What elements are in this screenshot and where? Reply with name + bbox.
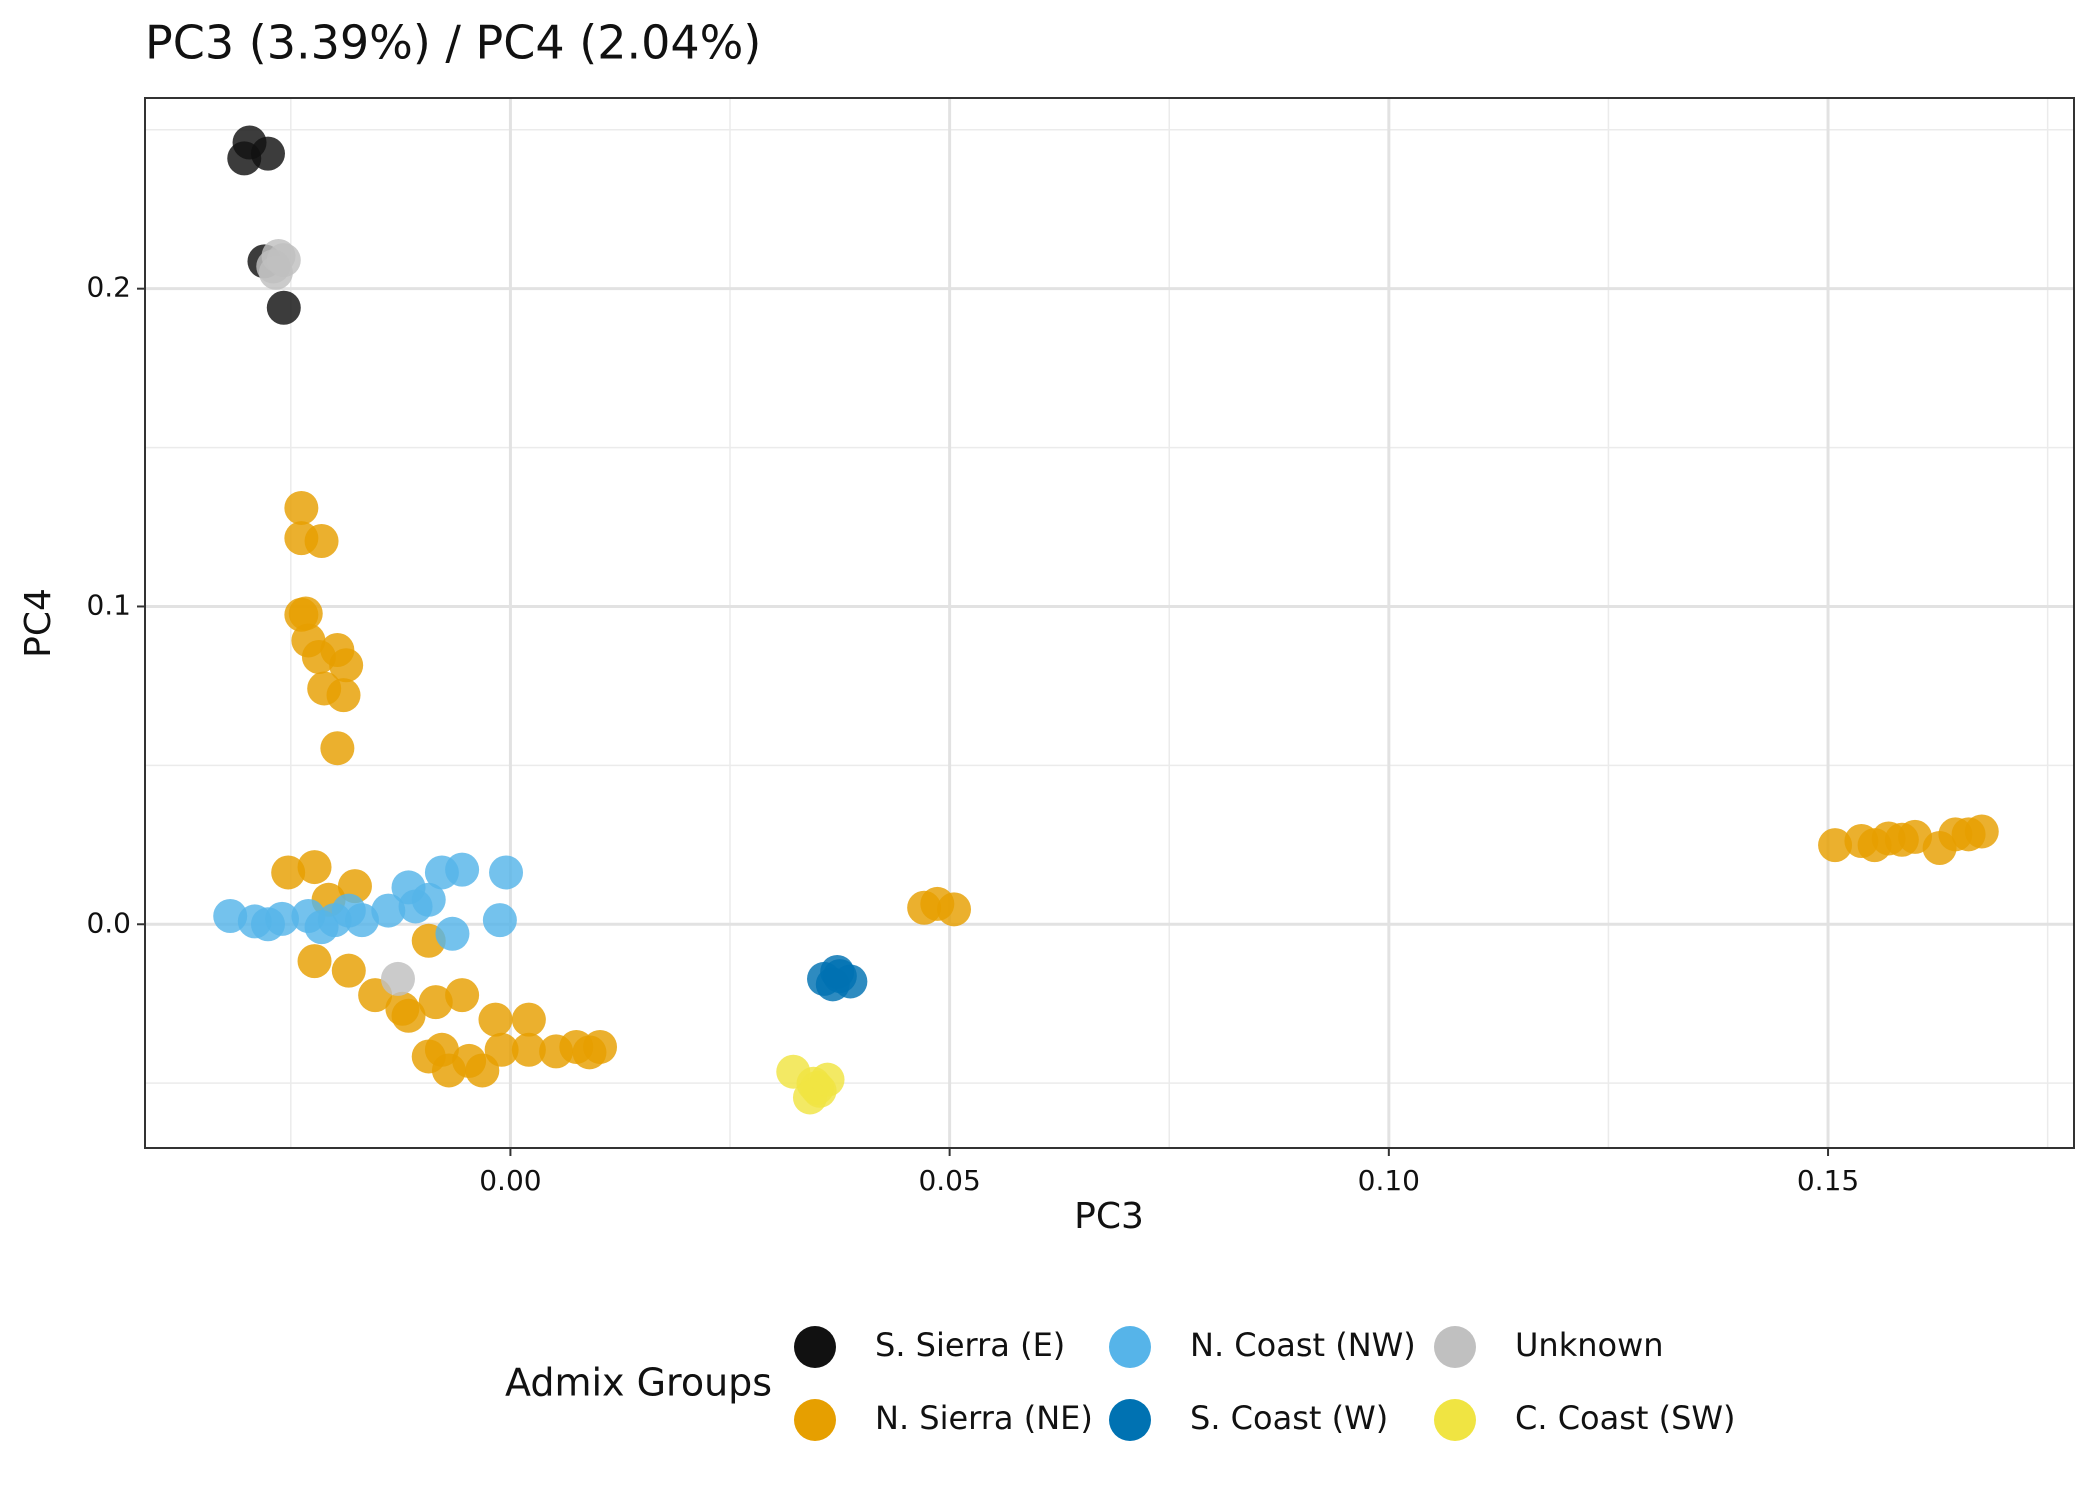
point <box>489 855 524 890</box>
point <box>271 855 306 890</box>
y-tick-label: 0.2 <box>86 271 131 304</box>
point <box>284 490 319 525</box>
point <box>288 596 323 631</box>
point <box>266 290 301 325</box>
point <box>250 907 285 942</box>
point <box>391 998 426 1033</box>
point <box>511 1032 546 1067</box>
point <box>465 1053 500 1088</box>
x-tick-label: 0.15 <box>1797 1164 1859 1197</box>
point <box>418 985 453 1020</box>
point <box>250 136 285 171</box>
legend-label: N. Sierra (NE) <box>875 1399 1093 1437</box>
point <box>799 1070 834 1105</box>
point <box>937 892 972 927</box>
point <box>435 916 470 951</box>
legend-label: N. Coast (NW) <box>1190 1326 1416 1364</box>
point <box>411 1039 446 1074</box>
legend-label: C. Coast (SW) <box>1515 1399 1736 1437</box>
point <box>822 959 857 994</box>
point <box>511 1002 546 1037</box>
point <box>331 953 366 988</box>
point <box>398 889 433 924</box>
point <box>371 893 406 928</box>
y-tick-label: 0.1 <box>86 588 131 621</box>
legend-label: Unknown <box>1515 1326 1664 1364</box>
point <box>478 1002 513 1037</box>
legend-marker <box>794 1399 836 1441</box>
point <box>445 978 480 1013</box>
plot-border <box>144 97 2075 1149</box>
legend-marker <box>794 1326 836 1368</box>
point <box>256 249 291 284</box>
point <box>320 731 355 766</box>
x-tick-label: 0.00 <box>479 1164 541 1197</box>
point <box>380 961 415 996</box>
legend-title: Admix Groups <box>505 1361 772 1405</box>
point <box>445 852 480 887</box>
point <box>482 903 517 938</box>
point <box>297 850 332 885</box>
point <box>304 910 339 945</box>
y-tick-label: 0.0 <box>86 906 131 939</box>
legend-marker <box>1109 1326 1151 1368</box>
point <box>297 944 332 979</box>
x-axis-title: PC3 <box>1074 1196 1144 1237</box>
point <box>326 678 361 713</box>
point <box>572 1035 607 1070</box>
x-tick-label: 0.10 <box>1358 1164 1420 1197</box>
y-axis-title: PC4 <box>18 588 59 658</box>
point <box>331 893 366 928</box>
legend-marker <box>1109 1399 1151 1441</box>
chart-title: PC3 (3.39%) / PC4 (2.04%) <box>145 16 761 70</box>
point <box>1884 822 1919 857</box>
point <box>1818 828 1853 863</box>
legend-label: S. Sierra (E) <box>875 1326 1065 1364</box>
legend-label: S. Coast (W) <box>1190 1399 1388 1437</box>
legend-marker <box>1434 1399 1476 1441</box>
point <box>1951 817 1986 852</box>
point <box>1857 828 1892 863</box>
legend-marker <box>1434 1326 1476 1368</box>
x-tick-label: 0.05 <box>918 1164 980 1197</box>
point <box>304 524 339 559</box>
point <box>329 648 364 683</box>
